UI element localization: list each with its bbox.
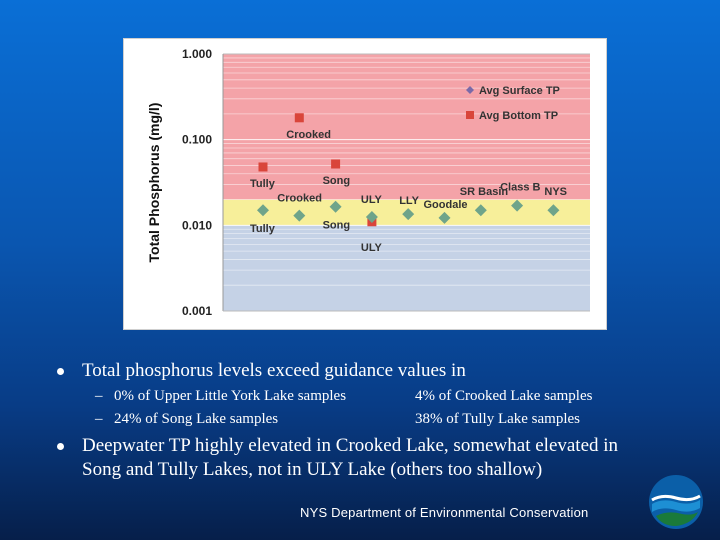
surface-tp-label: LLY bbox=[399, 195, 419, 207]
surface-tp-label: ULY bbox=[361, 242, 383, 254]
bullet-1-text: Total phosphorus levels exceed guidance … bbox=[82, 360, 466, 381]
surface-tp-label: Tully bbox=[250, 223, 276, 235]
sub-item-song: 24% of Song Lake samples bbox=[114, 411, 279, 427]
bottom-tp-label: Tully bbox=[250, 178, 276, 190]
sub-dash: – bbox=[95, 388, 103, 404]
surface-tp-marker bbox=[547, 204, 560, 217]
y-tick-label: 0.100 bbox=[182, 133, 212, 147]
bottom-tp-label: Song bbox=[323, 175, 351, 187]
surface-tp-marker bbox=[257, 204, 269, 217]
surface-tp-label: Crooked bbox=[277, 193, 322, 205]
bullet-2-line-1: Deepwater TP highly elevated in Crooked … bbox=[82, 435, 619, 456]
y-axis-label: Total Phosphorus (mg/l) bbox=[146, 103, 162, 263]
band-2 bbox=[223, 225, 590, 311]
surface-tp-marker bbox=[329, 200, 342, 213]
sub-item-crooked: 4% of Crooked Lake samples bbox=[415, 388, 593, 404]
surface-tp-label: SR Basin bbox=[460, 186, 509, 198]
bottom-tp-marker bbox=[331, 159, 341, 169]
y-tick-label: 0.010 bbox=[182, 218, 212, 232]
legend-label-surface: Avg Surface TP bbox=[479, 85, 560, 97]
y-tick-label: 0.001 bbox=[182, 304, 212, 318]
surface-tp-marker bbox=[402, 208, 415, 221]
surface-tp-marker bbox=[474, 204, 487, 217]
bottom-tp-marker bbox=[258, 162, 268, 172]
legend-marker-bottom bbox=[466, 111, 474, 119]
bottom-tp-label: Crooked bbox=[286, 129, 331, 141]
surface-tp-label: NYS bbox=[544, 186, 567, 198]
sub-item-uly: 0% of Upper Little York Lake samples bbox=[114, 388, 347, 404]
legend-marker-surface bbox=[466, 86, 474, 94]
legend-label-bottom: Avg Bottom TP bbox=[479, 110, 558, 122]
surface-tp-label: Goodale bbox=[424, 199, 468, 211]
bullet-dot bbox=[57, 368, 64, 375]
bullet-2-line-2: Song and Tully Lakes, not in ULY Lake (o… bbox=[82, 459, 543, 480]
surface-tp-marker bbox=[365, 211, 378, 224]
chart-panel: 1.000 0.100 0.010 0.001 Total Phosphorus (mg… bbox=[123, 38, 607, 330]
surface-tp-marker bbox=[293, 209, 306, 222]
sub-item-tully: 38% of Tully Lake samples bbox=[415, 411, 580, 427]
y-tick-label: 1.000 bbox=[182, 47, 212, 61]
tp-chart: 1.000 0.100 0.010 0.001 Total Phosphorus (mg… bbox=[146, 47, 590, 318]
bottom-tp-label: ULY bbox=[361, 194, 383, 206]
nys-dec-logo-icon bbox=[649, 475, 703, 529]
surface-tp-label: Class B bbox=[500, 182, 540, 194]
surface-tp-label: Song bbox=[323, 220, 351, 232]
footer-agency-name: NYS Department of Environmental Conserva… bbox=[300, 505, 589, 520]
surface-tp-marker bbox=[438, 211, 451, 224]
sub-dash: – bbox=[95, 411, 103, 427]
bottom-tp-marker bbox=[294, 113, 304, 123]
band-0 bbox=[223, 54, 590, 200]
bullet-dot bbox=[57, 443, 64, 450]
